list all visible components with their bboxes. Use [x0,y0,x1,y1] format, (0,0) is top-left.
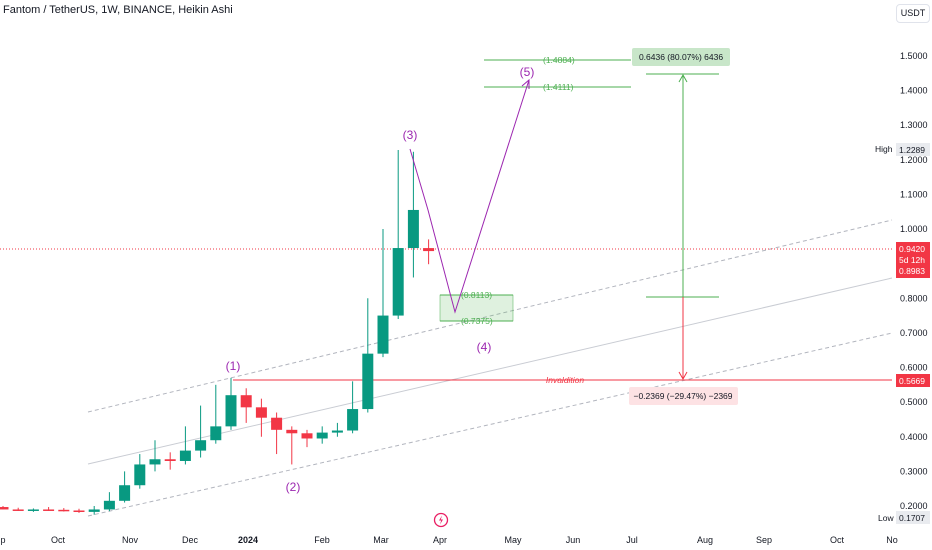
time-tick-label: p [0,535,5,545]
candle[interactable] [407,209,419,249]
low-value-tag [896,511,930,524]
current-candle[interactable] [423,248,435,252]
up-measure-arrowhead [678,73,688,83]
candle[interactable] [301,433,313,439]
up-measure-text: 0.6436 (80.07%) 6436 [639,52,723,62]
time-tick-label: Oct [830,535,845,545]
price-tick-label: 1.5000 [900,51,928,61]
price-tick-label: 1.1000 [900,189,928,199]
currency-button[interactable]: USDT [896,4,930,23]
candle[interactable] [73,510,85,513]
channel-upper-line[interactable] [87,219,893,413]
candle[interactable] [0,507,9,510]
candle[interactable] [286,429,298,434]
high-value: 1.2289 [899,145,925,155]
price-tick-label: 1.2000 [900,155,928,165]
candle[interactable] [27,509,39,511]
candle[interactable] [271,417,283,430]
current-price: 0.9420 [899,244,925,254]
wave5-arrowhead [521,78,530,89]
wave-5-label: (5) [520,65,535,79]
candle[interactable] [103,500,115,510]
fib-second-label: (1.4111) [543,82,574,92]
candle[interactable] [210,426,222,441]
down-measure-box[interactable] [629,387,738,405]
time-tick-label: Nov [122,535,139,545]
bar-countdown: 5d 12h [899,255,925,265]
wave-3-label: (3) [403,128,418,142]
low-value: 0.1707 [899,513,925,523]
candle[interactable] [347,409,359,431]
wave-1-label: (1) [226,359,241,373]
candle[interactable] [255,407,267,418]
candle[interactable] [119,485,131,501]
candle[interactable] [392,248,404,316]
candle[interactable] [43,509,55,511]
time-tick-label: Dec [182,535,199,545]
time-tick-label: Mar [373,535,389,545]
price-tick-label: 1.0000 [900,224,928,234]
fib-box-bottom-label: (0.7375) [461,316,493,326]
invalidation-price: 0.5669 [899,376,925,386]
symbol-title[interactable]: Fantom / TetherUS, 1W, BINANCE, Heikin A… [3,4,233,16]
candle[interactable] [195,440,207,451]
price-tick-label: 0.5000 [900,397,928,407]
channel-middle-line[interactable] [87,277,893,465]
down-measure-arrowhead [678,371,688,381]
high-value-tag [896,143,930,156]
fib-box-top-label: (0.8113) [461,290,492,300]
price-tick-label: 1.3000 [900,120,928,130]
candle[interactable] [164,459,176,461]
up-measure-box[interactable] [632,48,730,66]
candle[interactable] [58,509,70,512]
time-tick-label: Aug [697,535,713,545]
invalidation-price-tag [896,374,930,387]
time-tick-label: Jun [566,535,581,545]
candle[interactable] [12,509,24,511]
candle[interactable] [362,353,374,410]
wave-2-label: (2) [286,480,301,494]
low-label: Low [878,513,894,523]
invalidation-label: Invaldition [546,375,585,385]
candle[interactable] [240,395,252,408]
time-tick-label: Oct [51,535,66,545]
time-tick-label: Feb [314,535,330,545]
price-tick-label: 0.6000 [900,363,928,373]
time-tick-label: May [504,535,522,545]
time-tick-label: No [886,535,898,545]
time-tick-label: Apr [433,535,447,545]
candle[interactable] [316,432,328,439]
wave-4-label: (4) [477,340,492,354]
price-tick-label: 0.4000 [900,432,928,442]
current-price-tag[interactable] [896,242,930,278]
price-tick-label: 1.4000 [900,86,928,96]
price-tick-label: 0.3000 [900,466,928,476]
channel-lower-line[interactable] [87,332,893,517]
candles-group[interactable] [0,150,435,515]
time-tick-label: Sep [756,535,772,545]
time-tick-label: Jul [626,535,638,545]
tradingview-logo-icon[interactable] [433,512,449,528]
time-axis[interactable]: p Oct Nov Dec 2024 Feb Mar Apr May Jun Jul Aug Sep Oc… [0,535,897,545]
candle[interactable] [149,459,161,465]
current-low: 0.8983 [899,266,925,276]
price-tick-label: 0.2000 [900,501,928,511]
high-label: High [875,144,893,154]
candle[interactable] [377,315,389,354]
candle[interactable] [225,395,237,427]
time-tick-label: 2024 [238,535,258,545]
candle[interactable] [179,450,191,461]
price-axis[interactable]: 1.50001.40001.30001.20001.10001.00000.90… [900,51,928,511]
price-tick-label: 0.8000 [900,293,928,303]
price-tick-label: 0.7000 [900,328,928,338]
down-measure-text: −0.2369 (−29.47%) −2369 [633,391,732,401]
candle[interactable] [134,464,146,486]
candle[interactable] [88,509,100,512]
wave-projection-path[interactable] [409,79,530,314]
candle[interactable] [331,430,343,433]
fib-top-label: (1.4884) [543,55,575,65]
